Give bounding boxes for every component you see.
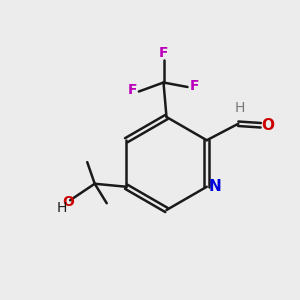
Text: O: O bbox=[261, 118, 274, 133]
Text: N: N bbox=[209, 179, 221, 194]
Text: H: H bbox=[56, 201, 67, 215]
Text: O: O bbox=[63, 195, 75, 209]
Text: F: F bbox=[159, 46, 168, 60]
Text: F: F bbox=[128, 83, 137, 97]
Text: F: F bbox=[189, 79, 199, 92]
Text: H: H bbox=[235, 101, 245, 115]
